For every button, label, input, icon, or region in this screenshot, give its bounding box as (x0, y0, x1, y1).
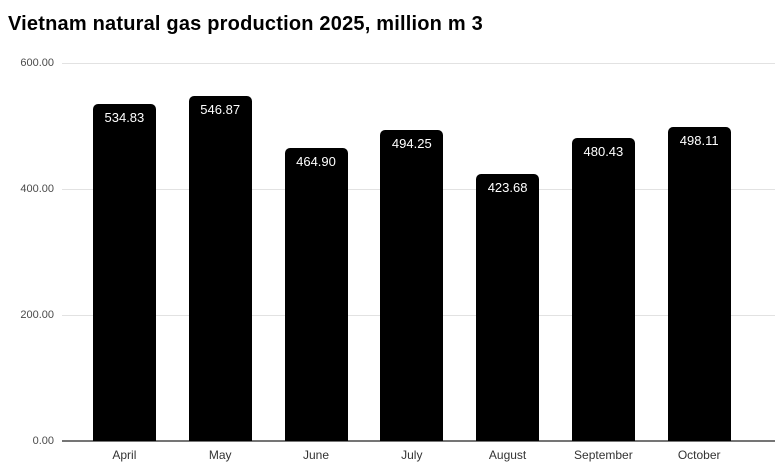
bar-september: 480.43 (571, 138, 635, 441)
x-axis-label-august: August (488, 448, 527, 462)
bar-value-label-july: 494.25 (391, 135, 432, 151)
x-axis-label-july: July (401, 448, 423, 462)
y-axis-tick-label: 600.00 (20, 57, 54, 69)
y-axis-tick-label: 200.00 (20, 309, 54, 321)
y-axis-tick-label: 0.00 (32, 435, 54, 447)
x-axis-label-april: April (112, 448, 137, 462)
x-axis-label-october: October (677, 448, 721, 462)
chart-title: Vietnam natural gas production 2025, mil… (8, 13, 483, 35)
bar-june: 464.90 (284, 148, 348, 441)
x-axis-label-june: June (302, 448, 330, 462)
y-axis-tick-label: 400.00 (20, 183, 54, 195)
x-axis-baseline (62, 440, 775, 442)
bar-value-label-august: 423.68 (487, 180, 528, 196)
bar-may: 546.87 (188, 96, 252, 441)
bar-value-label-april: 534.83 (104, 110, 145, 126)
x-axis-label-may: May (208, 448, 232, 462)
x-axis-label-september: September (574, 448, 633, 462)
gridline-600 (62, 63, 775, 64)
bar-august: 423.68 (476, 174, 540, 441)
bar-value-label-june: 464.90 (296, 154, 336, 170)
bar-october: 498.11 (667, 127, 731, 441)
bar-april: 534.83 (92, 104, 156, 441)
bar-value-label-september: 480.43 (583, 144, 624, 160)
bar-value-label-october: 498.11 (679, 133, 719, 149)
bar-july: 494.25 (380, 129, 444, 441)
bar-value-label-may: 546.87 (200, 102, 241, 118)
